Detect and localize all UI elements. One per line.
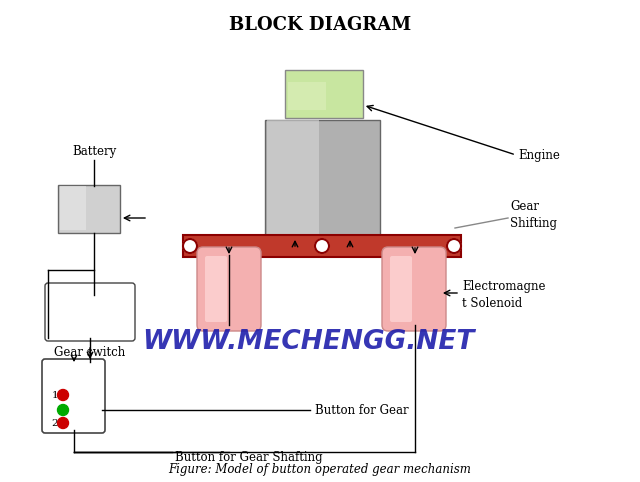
Text: Button for Gear Shafting: Button for Gear Shafting (175, 451, 323, 464)
Circle shape (315, 239, 329, 253)
Circle shape (183, 239, 197, 253)
Text: Battery: Battery (72, 146, 116, 159)
Text: Button for Gear: Button for Gear (315, 403, 408, 416)
FancyBboxPatch shape (183, 235, 461, 257)
Text: WWW.MECHENGG.NET: WWW.MECHENGG.NET (142, 329, 474, 355)
FancyBboxPatch shape (45, 283, 135, 341)
FancyBboxPatch shape (205, 256, 227, 322)
Text: BLOCK DIAGRAM: BLOCK DIAGRAM (229, 16, 411, 34)
Circle shape (58, 417, 68, 428)
FancyBboxPatch shape (390, 256, 412, 322)
FancyBboxPatch shape (58, 185, 120, 233)
Text: Gear
Shifting: Gear Shifting (510, 200, 557, 230)
Text: Gear switch: Gear switch (54, 346, 125, 359)
FancyBboxPatch shape (265, 120, 380, 237)
FancyBboxPatch shape (288, 82, 326, 110)
Circle shape (58, 389, 68, 401)
FancyBboxPatch shape (42, 359, 105, 433)
FancyBboxPatch shape (285, 70, 363, 118)
Circle shape (447, 239, 461, 253)
Text: Figure: Model of button operated gear mechanism: Figure: Model of button operated gear me… (168, 464, 472, 477)
FancyBboxPatch shape (197, 247, 261, 331)
Text: 2: 2 (51, 418, 58, 428)
FancyBboxPatch shape (60, 186, 86, 230)
FancyBboxPatch shape (382, 247, 446, 331)
Text: 1: 1 (51, 390, 58, 400)
Text: Engine: Engine (518, 148, 560, 161)
FancyBboxPatch shape (267, 120, 319, 234)
Text: Electromagne
t Solenoid: Electromagne t Solenoid (462, 280, 545, 310)
Circle shape (58, 404, 68, 415)
